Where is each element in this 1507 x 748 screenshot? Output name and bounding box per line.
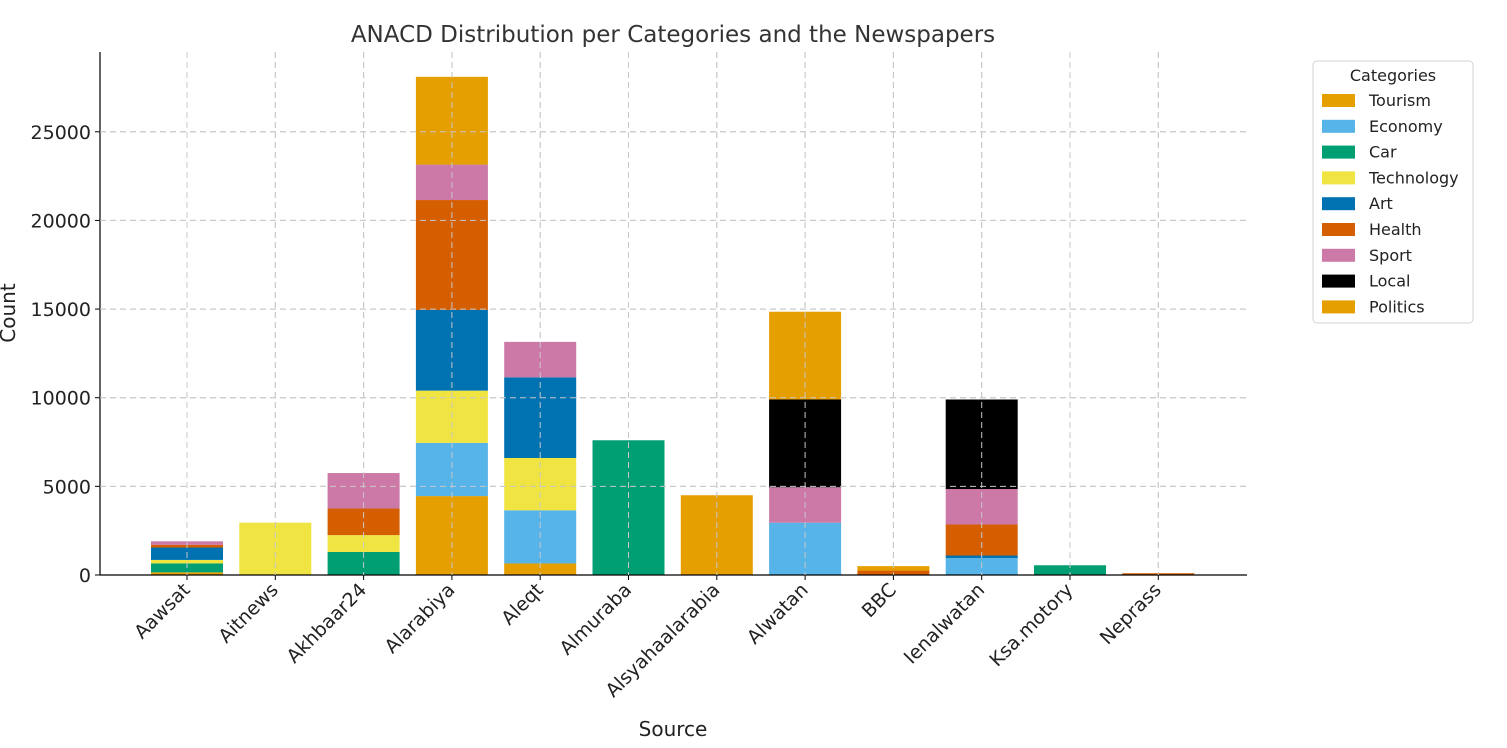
x-axis-label: Source [639,717,708,741]
y-tick-label: 0 [79,565,91,587]
bar-segment [945,524,1018,556]
bar-segment [415,442,488,497]
x-tick-label: Alwatan [743,579,813,649]
legend-swatch [1322,248,1355,262]
bar-segment [151,559,223,564]
y-axis-label: Count [0,283,20,343]
legend-items: Tourism Economy Car Technology Art Health Spor… [1322,91,1459,316]
legend-label: Car [1369,143,1397,162]
legend-label: Local [1369,272,1410,291]
chart-title: ANACD Distribution per Categories and th… [351,22,995,48]
legend-swatch [1322,223,1355,236]
x-tick-label: Aitnews [214,579,283,648]
bar-segment [504,563,577,575]
y-axis-ticks: 0 5000 10000 15000 20000 25000 [31,122,100,587]
x-tick-label: Ksa.motory [985,579,1077,671]
y-tick-label: 5000 [43,476,91,498]
y-tick-label: 15000 [31,299,91,321]
x-tick-label: Neprass [1096,579,1166,649]
x-tick-label: Ienalwatan [900,579,990,669]
x-tick-label: Aleqt [497,579,548,630]
legend-label: Politics [1369,297,1425,316]
bar-segment [1034,565,1106,575]
legend-label: Health [1369,220,1422,239]
legend-swatch [1322,145,1355,159]
legend-label: Tourism [1368,91,1431,110]
legend-label: Economy [1369,117,1443,136]
bars [151,76,1195,575]
bar-segment [415,76,488,165]
y-tick-label: 20000 [31,210,91,232]
y-tick-label: 10000 [31,388,91,410]
legend-swatch [1322,300,1355,314]
legend-label: Sport [1369,246,1412,265]
legend-label: Technology [1368,168,1459,187]
legend-swatch [1322,274,1355,288]
gridlines-overlay [100,52,1247,575]
legend-swatch [1322,197,1355,211]
y-tick-label: 25000 [31,122,91,144]
x-tick-label: Akhbaar24 [282,579,371,668]
legend-swatch [1322,119,1355,133]
x-tick-label: BBC [858,579,901,622]
x-axis-ticks: Aawsat Aitnews Akhbaar24 Alarabiya Aleqt Almu… [130,575,1166,702]
legend-swatch [1322,94,1355,107]
legend-title: Categories [1350,66,1436,85]
legend-swatch [1322,171,1355,185]
legend: Categories Tourism Economy Car Technology Ar… [1312,60,1474,324]
gridlines [100,52,1247,575]
legend-label: Art [1369,194,1393,213]
x-tick-label: Alarabiya [381,579,460,658]
x-tick-label: Aawsat [130,579,194,643]
x-tick-label: Almuraba [555,579,636,660]
bar-segment [857,566,930,571]
